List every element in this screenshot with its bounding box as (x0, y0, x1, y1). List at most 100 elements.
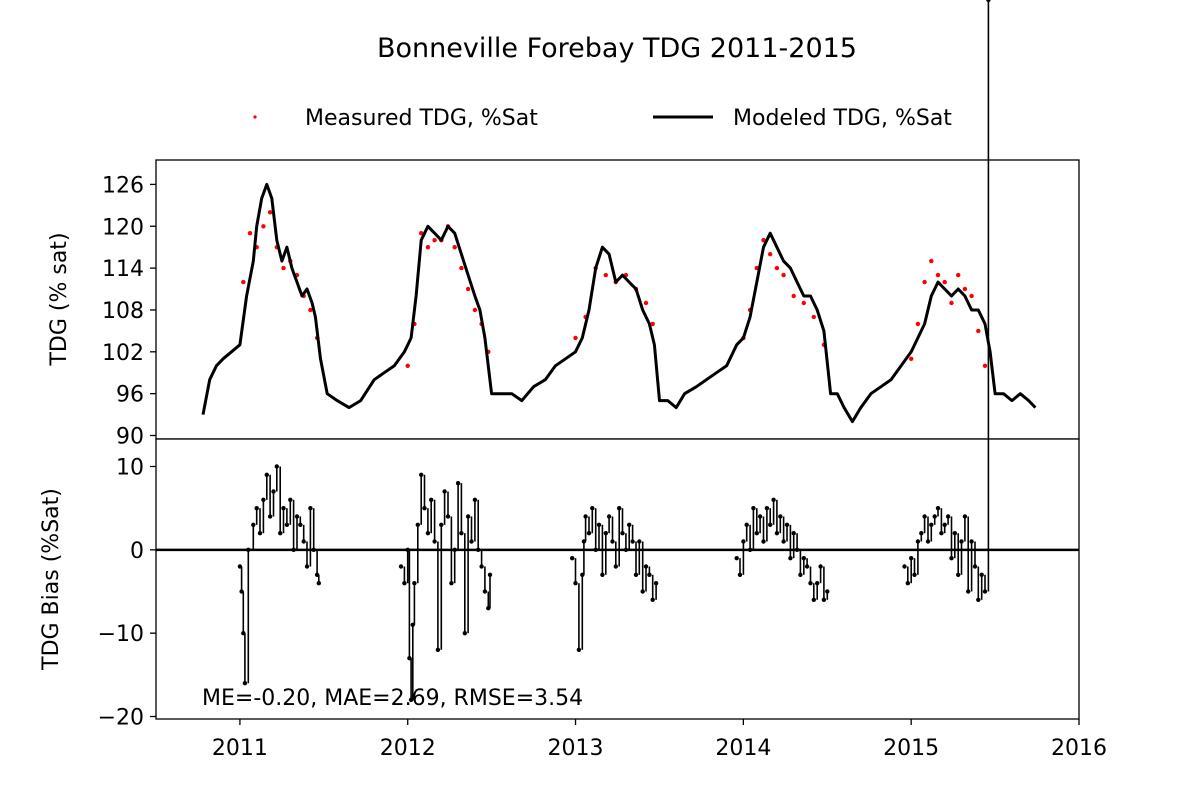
bias-point (912, 572, 917, 577)
bias-point (939, 531, 944, 536)
measured-tdg-point (465, 286, 471, 292)
bias-point (653, 581, 659, 586)
chart-title: Bonneville Forebay TDG 2011-2015 (377, 33, 857, 64)
bias-point (445, 514, 451, 519)
bias-point (425, 531, 431, 536)
bias-point (257, 531, 263, 536)
tdg-y-ticks: 90 96 102 108 114 120 126 (102, 173, 156, 450)
bias-point (976, 597, 981, 602)
bias-point (439, 522, 444, 527)
tdg-panel: 90 96 102 108 114 120 126 TDG (% sat) (47, 159, 1080, 450)
tdg-y-tick-label: 114 (102, 257, 144, 282)
bias-point (412, 581, 417, 586)
bias-plot-frame (155, 438, 1080, 720)
measured-tdg-point (432, 238, 437, 243)
bias-point (482, 589, 488, 594)
bias-point (590, 506, 595, 511)
bias-point (640, 589, 645, 594)
bias-point (449, 581, 454, 586)
bias-point (288, 497, 293, 502)
bias-point (909, 556, 914, 561)
bias-point (254, 506, 259, 511)
bias-point (479, 564, 484, 569)
measured-tdg-point (781, 272, 786, 278)
bias-point (922, 514, 927, 519)
bias-point (462, 631, 467, 636)
bias-point (278, 531, 283, 536)
bias-point (821, 597, 827, 602)
bias-y-ticks: −20 −10 0 10 (98, 456, 156, 731)
bias-point (929, 522, 934, 527)
bias-point (298, 522, 303, 527)
measured-tdg-point (915, 321, 921, 327)
bias-point (593, 547, 598, 552)
bias-y-axis-label: TDG Bias (%Sat) (39, 488, 64, 671)
bias-point (316, 581, 321, 586)
bias-point (620, 531, 625, 536)
measured-tdg-point (247, 231, 253, 236)
bias-point (982, 589, 988, 594)
bias-y-tick-label: −10 (98, 622, 144, 647)
bias-point (455, 481, 461, 486)
bias-point (274, 464, 279, 469)
error-stats-annotation: ME=-0.20, MAE=2.69, RMSE=3.54 (202, 686, 583, 711)
bias-point (603, 531, 608, 536)
measured-tdg-point (419, 231, 424, 236)
bias-point (402, 581, 407, 586)
legend-measured-marker (253, 115, 257, 119)
measured-tdg-point (459, 265, 464, 271)
bias-point (284, 522, 290, 527)
bias-point (459, 531, 464, 536)
bias-point (949, 556, 954, 561)
bias-point (966, 589, 971, 594)
tdg-y-tick-label: 102 (102, 341, 144, 366)
bias-point (617, 506, 622, 511)
bias-point (472, 497, 478, 502)
x-tick-label: 2014 (715, 736, 771, 761)
bias-point (744, 522, 749, 527)
measured-tdg-point (603, 272, 608, 278)
bias-point (630, 539, 635, 544)
measured-tdg-point (472, 307, 478, 313)
bias-point (308, 506, 313, 511)
measured-tdg-point (643, 300, 649, 306)
measured-tdg-point (956, 272, 961, 278)
bias-point (435, 647, 441, 652)
bias-series (237, 0, 991, 702)
bias-y-tick-label: 10 (116, 456, 144, 481)
measured-tdg-point (922, 279, 927, 285)
bias-point (311, 547, 316, 552)
measured-tdg-point (761, 238, 766, 243)
bias-point (945, 514, 951, 519)
bias-point (788, 556, 793, 561)
bias-point (778, 514, 783, 519)
measured-tdg-point (935, 272, 941, 278)
bias-point (979, 572, 984, 577)
bias-point (815, 581, 820, 586)
measured-tdg-point (909, 356, 914, 361)
bias-point (747, 547, 753, 552)
measured-tdg-point (308, 307, 313, 313)
bias-point (583, 514, 588, 519)
measured-tdg-point (976, 328, 981, 334)
bias-point (751, 506, 756, 511)
x-tick-label: 2013 (548, 736, 604, 761)
measured-tdg-series (241, 210, 988, 368)
bias-point (794, 547, 800, 552)
tdg-y-axis-label: TDG (% sat) (47, 232, 72, 366)
bias-y-tick-label: 0 (130, 539, 144, 564)
bias-point (647, 572, 652, 577)
bias-point (398, 564, 404, 569)
bias-point (623, 547, 629, 552)
legend-measured-label: Measured TDG, %Sat (305, 106, 538, 131)
tdg-plot-area (156, 160, 1079, 439)
bias-point (606, 514, 612, 519)
bias-point (902, 564, 907, 569)
bias-point (972, 564, 978, 569)
bias-point (576, 647, 582, 652)
bias-point (251, 522, 256, 527)
measured-tdg-point (261, 224, 266, 229)
legend: Measured TDG, %Sat Modeled TDG, %Sat (253, 106, 952, 131)
bias-point (969, 539, 974, 544)
measured-tdg-point (962, 286, 968, 292)
